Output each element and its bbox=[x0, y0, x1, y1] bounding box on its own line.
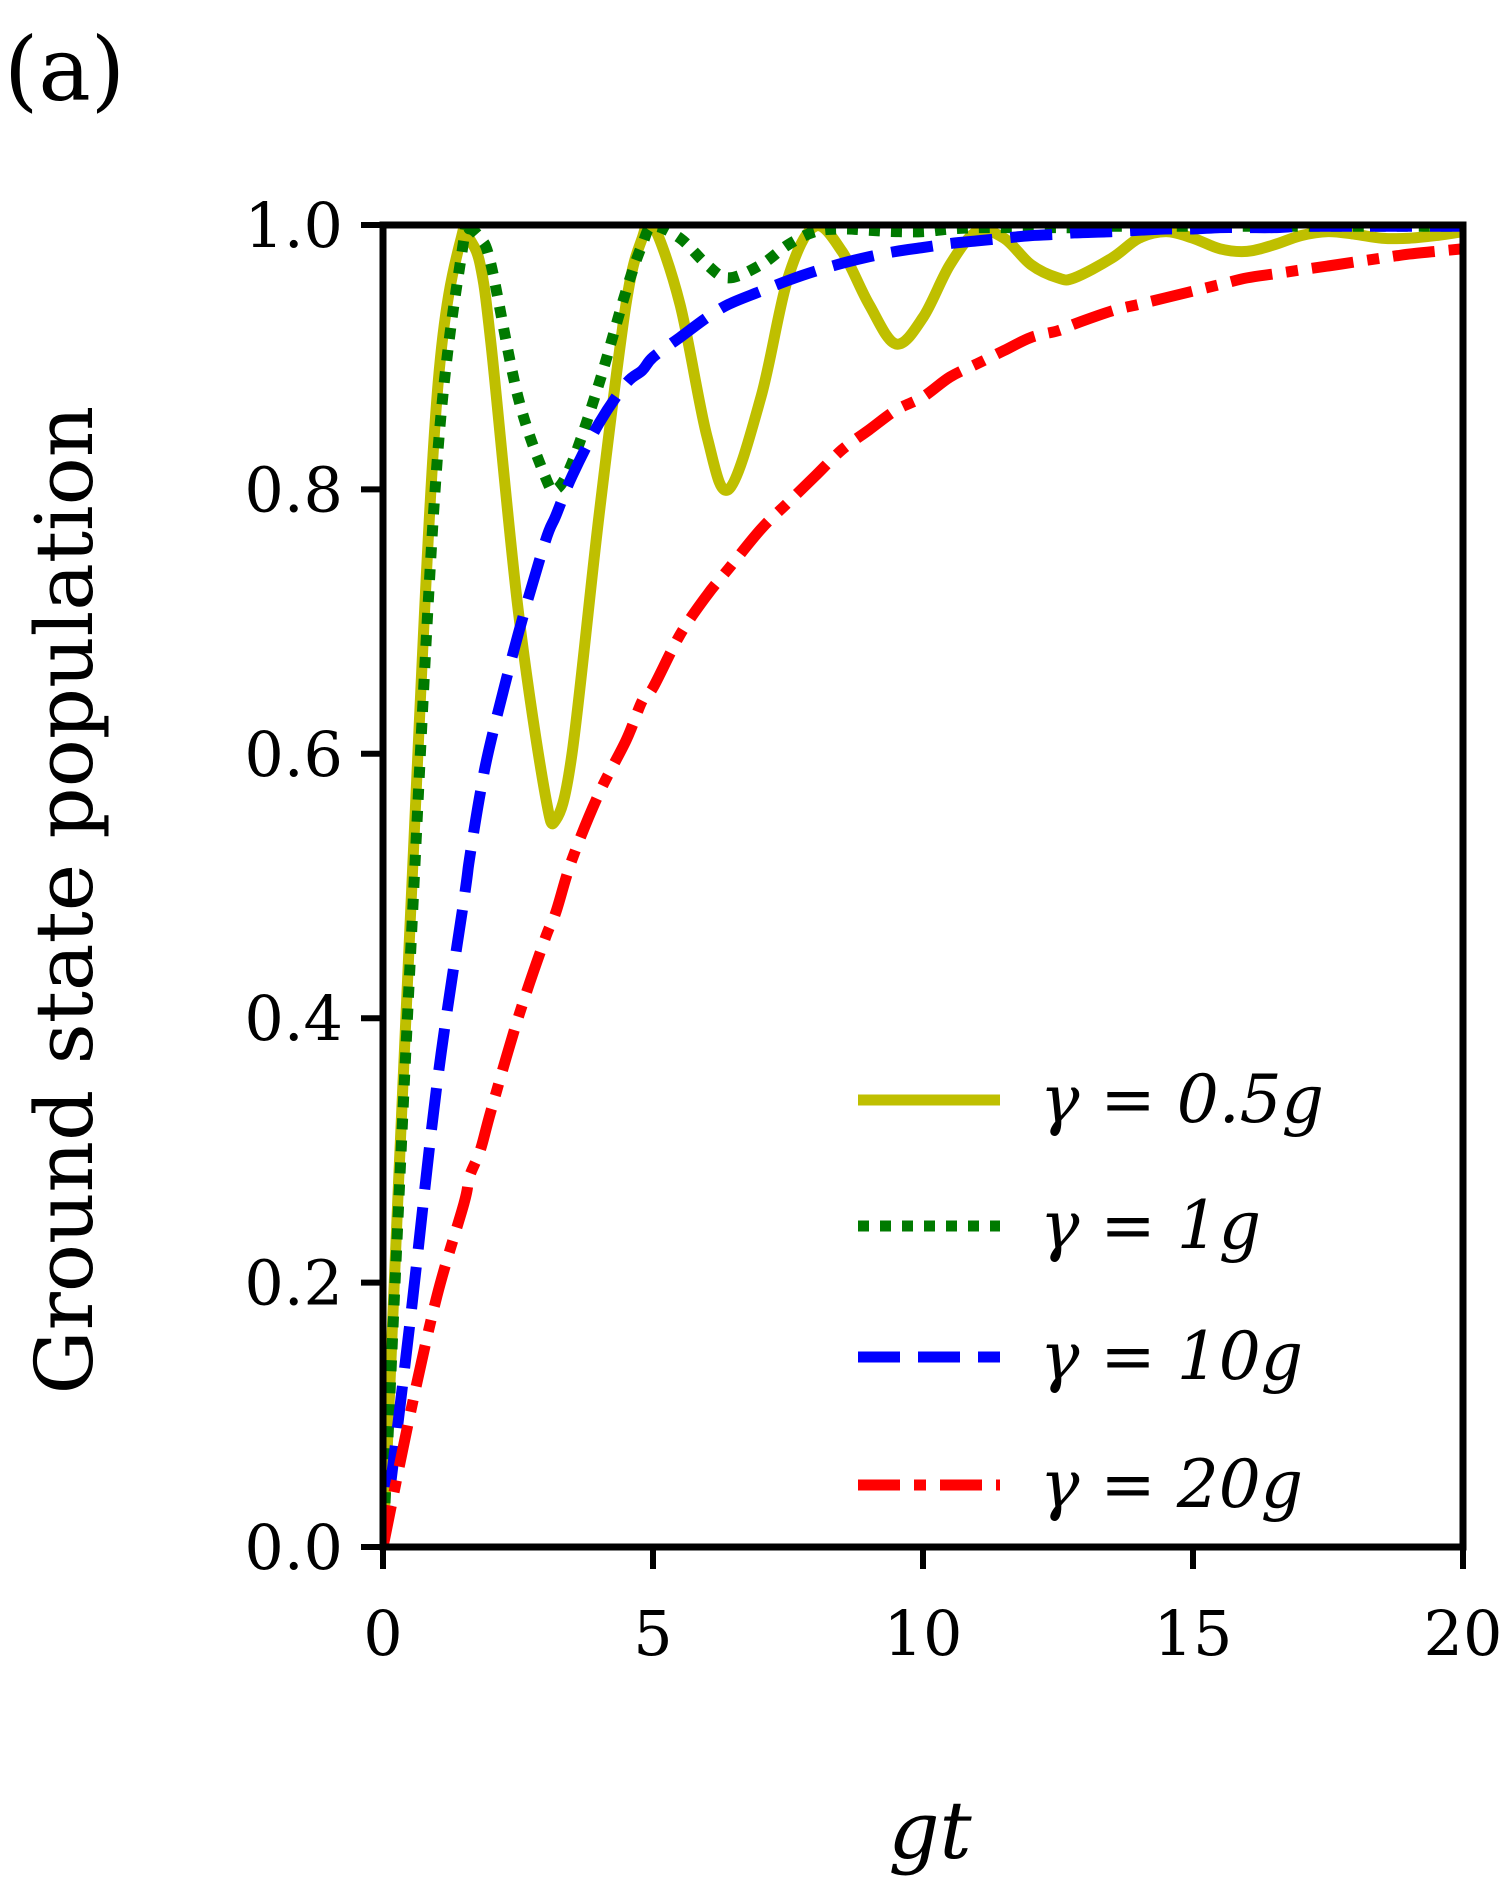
y-tick-label: 0.2 bbox=[244, 1247, 343, 1320]
x-tick-label: 0 bbox=[363, 1597, 402, 1670]
series-line-4 bbox=[383, 243, 1463, 1547]
legend-label-gamma-1g: γ = 1g bbox=[1040, 1187, 1261, 1264]
plot-frame bbox=[379, 221, 1467, 1551]
x-tick-label: 15 bbox=[1154, 1597, 1233, 1670]
panel-label: (a) bbox=[4, 18, 125, 121]
legend-label-gamma-10g: γ = 10g bbox=[1040, 1318, 1303, 1395]
y-tick-label: 1.0 bbox=[244, 189, 343, 262]
x-tick-label: 10 bbox=[884, 1597, 963, 1670]
y-axis-label: Ground state population bbox=[18, 406, 111, 1395]
y-tick-label: 0.8 bbox=[244, 453, 343, 526]
series-line-1 bbox=[383, 225, 1463, 1547]
y-tick-label: 0.0 bbox=[244, 1511, 343, 1584]
x-axis-label: gt bbox=[888, 1784, 972, 1877]
legend-label-gamma-0-5g: γ = 0.5g bbox=[1040, 1061, 1324, 1138]
x-tick-label: 20 bbox=[1424, 1597, 1503, 1670]
y-tick-label: 0.4 bbox=[244, 982, 343, 1055]
ticks-layer: 0 5 10 15 20 0.0 0.2 0.4 0.6 0.8 1.0 bbox=[244, 189, 1502, 1670]
x-tick-label: 5 bbox=[633, 1597, 672, 1670]
legend: γ = 0.5g γ = 1g γ = 10g γ = 20g bbox=[858, 1061, 1324, 1523]
legend-label-gamma-20g: γ = 20g bbox=[1040, 1446, 1303, 1523]
y-tick-label: 0.6 bbox=[244, 718, 343, 791]
